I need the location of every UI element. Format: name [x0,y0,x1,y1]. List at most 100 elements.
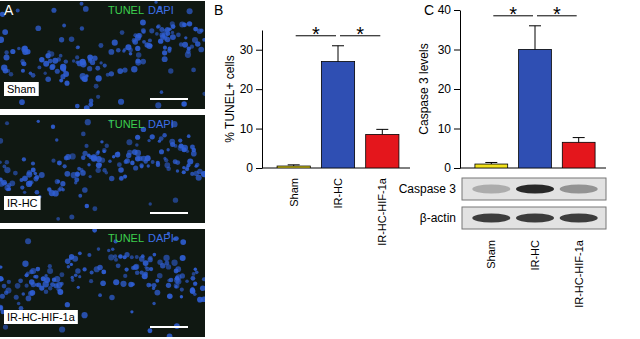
tick-mark [256,50,262,51]
nucleus [119,176,124,181]
nucleus [167,294,173,300]
nucleus [29,270,34,275]
blot-band [472,185,510,194]
nucleus [22,261,28,267]
nucleus [0,294,5,299]
nucleus [190,172,194,176]
bar [366,134,399,168]
nucleus [202,38,205,42]
nucleus [69,254,74,259]
nucleus [190,45,194,49]
nucleus [182,166,185,169]
nucleus [25,49,30,54]
nucleus [90,270,94,274]
nucleus [71,278,74,281]
nucleus [167,334,173,337]
image-label-box [4,310,78,324]
nucleus [132,39,138,45]
blot-band [560,185,598,194]
nucleus [96,168,101,173]
nucleus [193,282,197,286]
nucleus [57,289,63,295]
tick-mark [454,129,460,130]
y-axis: 0102030 [240,31,263,176]
nucleus [122,67,127,72]
nucleus [0,37,4,43]
nucleus [168,68,173,73]
nucleus [28,182,31,185]
nucleus [174,283,180,289]
nucleus [164,162,170,168]
nucleus [13,171,18,176]
nucleus [148,38,152,42]
nucleus [47,268,53,274]
blot-band [516,214,554,223]
tick: 10 [240,122,262,136]
nucleus [137,156,142,161]
nucleus [52,190,58,196]
tick: 0 [246,161,262,175]
nucleus [81,312,87,318]
nucleus [149,283,152,286]
nucleus [135,135,140,140]
nucleus [99,61,102,64]
nucleus [143,260,149,266]
nucleus [75,268,80,273]
nucleus [19,306,24,311]
nucleus [35,283,39,287]
nucleus [15,283,21,289]
nucleus [185,52,191,58]
nucleus [173,197,178,202]
nucleus [25,238,31,244]
nucleus [43,72,46,75]
nucleus [16,8,20,12]
nucleus [142,273,148,279]
nucleus [198,47,204,53]
nucleus [187,158,193,164]
nucleus [56,217,60,221]
nucleus [20,185,24,189]
nucleus [55,138,58,141]
nucleus [26,296,32,302]
nucleus [95,66,100,71]
nucleus [19,99,25,105]
nucleus [51,159,55,163]
nucleus [122,49,125,52]
nucleus [127,150,132,155]
nucleus [92,206,97,211]
error-bar [288,165,300,166]
nucleus [94,84,99,89]
nucleus [130,255,134,259]
nucleus [3,324,8,329]
nucleus [141,28,146,33]
nucleus [78,194,82,198]
nucleus [57,160,62,165]
axis-line [262,31,263,169]
blot-band [516,185,554,194]
nucleus [39,172,45,178]
nucleus [77,45,80,48]
nucleus [175,160,180,165]
nucleus [200,285,205,291]
nucleus [70,263,73,266]
nucleus [30,290,36,296]
nucleus [88,102,93,107]
error-cap [332,45,344,46]
nucleus [74,181,77,184]
nucleus [133,265,138,270]
nucleus [174,144,178,148]
nucleus [89,279,93,283]
nucleus [202,92,205,96]
nucleus [162,50,167,55]
nucleus [0,180,5,186]
nucleus [87,253,91,257]
nucleus [80,2,84,6]
nucleus [59,54,63,58]
stain-label: TUNEL [108,118,144,130]
significance-label: * [356,23,364,45]
tick-mark [454,168,460,169]
nucleus [43,281,49,287]
nucleus [5,121,9,125]
nucleus [185,167,189,171]
bar [475,164,508,168]
